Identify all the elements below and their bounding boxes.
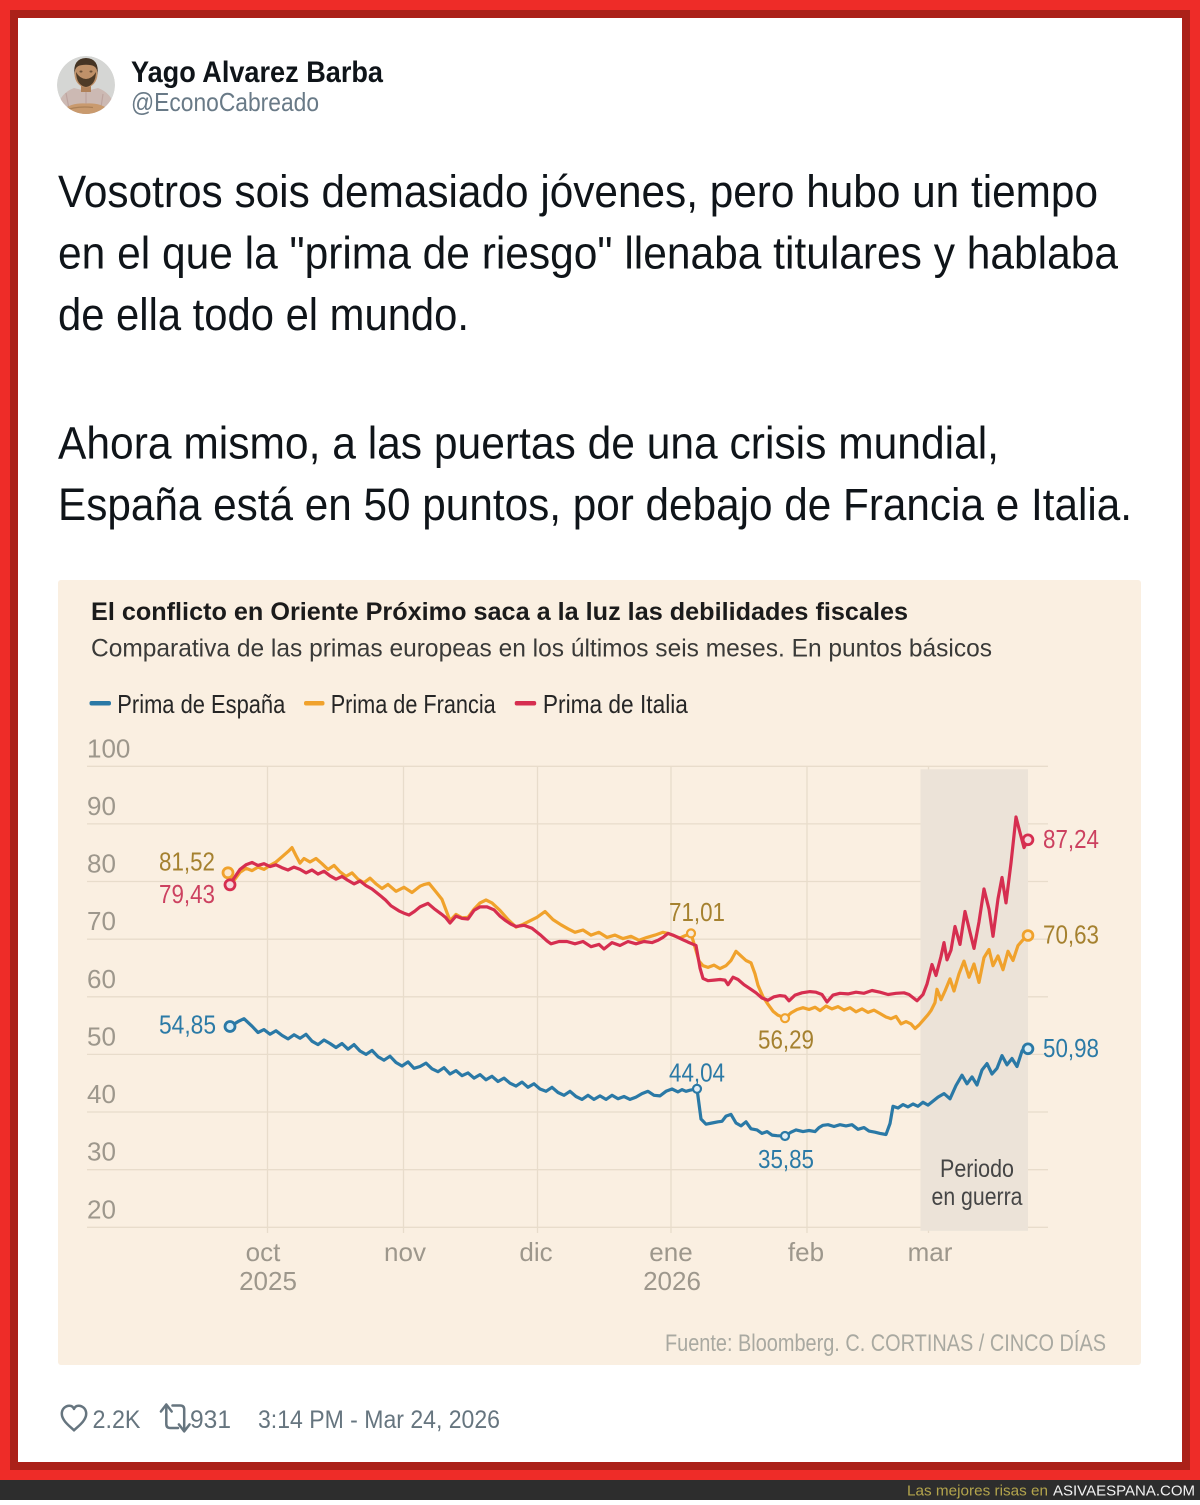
svg-text:931: 931 [190,1406,231,1434]
svg-text:3:14 PM - Mar 24, 2026: 3:14 PM - Mar 24, 2026 [258,1406,500,1434]
svg-text:50,98: 50,98 [1043,1033,1099,1063]
svg-text:Prima de Francia: Prima de Francia [331,689,496,719]
svg-text:Prima de España: Prima de España [117,689,285,719]
svg-text:oct: oct [246,1237,281,1267]
svg-text:90: 90 [87,791,116,821]
svg-text:80: 80 [87,849,116,879]
svg-text:España está en 50 puntos, por: España está en 50 puntos, por debajo de … [58,479,1132,530]
svg-text:2026: 2026 [643,1266,701,1296]
svg-text:Fuente: Bloomberg. C. CORTINAS: Fuente: Bloomberg. C. CORTINAS / CINCO D… [665,1330,1106,1357]
svg-text:56,29: 56,29 [758,1025,814,1055]
svg-text:2025: 2025 [239,1266,297,1296]
svg-text:ASIVAESPANA.COM: ASIVAESPANA.COM [1053,1483,1195,1500]
svg-text:20: 20 [87,1194,116,1224]
svg-text:87,24: 87,24 [1043,824,1099,854]
svg-text:en el que la "prima de riesgo": en el que la "prima de riesgo" llenaba t… [58,228,1119,279]
svg-text:35,85: 35,85 [758,1144,814,1174]
svg-text:feb: feb [788,1237,824,1267]
svg-text:81,52: 81,52 [159,847,215,877]
svg-text:mar: mar [908,1237,953,1267]
svg-text:71,01: 71,01 [669,897,725,927]
svg-text:44,04: 44,04 [669,1058,725,1088]
svg-text:79,43: 79,43 [159,879,215,909]
svg-text:100: 100 [87,733,130,763]
svg-text:Prima de Italia: Prima de Italia [543,689,688,719]
svg-text:en guerra: en guerra [932,1183,1023,1211]
svg-text:@EconoCabreado: @EconoCabreado [131,87,319,117]
svg-text:50: 50 [87,1021,116,1051]
svg-text:Ahora mismo, a las puertas de: Ahora mismo, a las puertas de una crisis… [58,418,999,469]
svg-text:30: 30 [87,1137,116,1167]
svg-text:Vosotros sois demasiado jóvene: Vosotros sois demasiado jóvenes, pero hu… [58,166,1098,217]
svg-text:Comparativa de las primas euro: Comparativa de las primas europeas en lo… [91,635,992,663]
svg-text:2.2K: 2.2K [93,1406,141,1434]
svg-text:Las mejores risas en: Las mejores risas en [907,1483,1048,1500]
svg-text:Yago Alvarez Barba: Yago Alvarez Barba [131,56,383,89]
svg-text:54,85: 54,85 [159,1010,216,1040]
svg-text:Periodo: Periodo [940,1155,1014,1183]
svg-text:dic: dic [519,1237,552,1267]
svg-text:70,63: 70,63 [1043,920,1099,950]
svg-text:40: 40 [87,1079,116,1109]
svg-text:El conflicto en Oriente Próxim: El conflicto en Oriente Próximo saca a l… [91,598,908,626]
svg-text:nov: nov [384,1237,426,1267]
svg-text:60: 60 [87,964,116,994]
svg-text:ene: ene [649,1237,692,1267]
svg-text:70: 70 [87,906,116,936]
svg-text:de ella todo el mundo.: de ella todo el mundo. [58,289,469,340]
